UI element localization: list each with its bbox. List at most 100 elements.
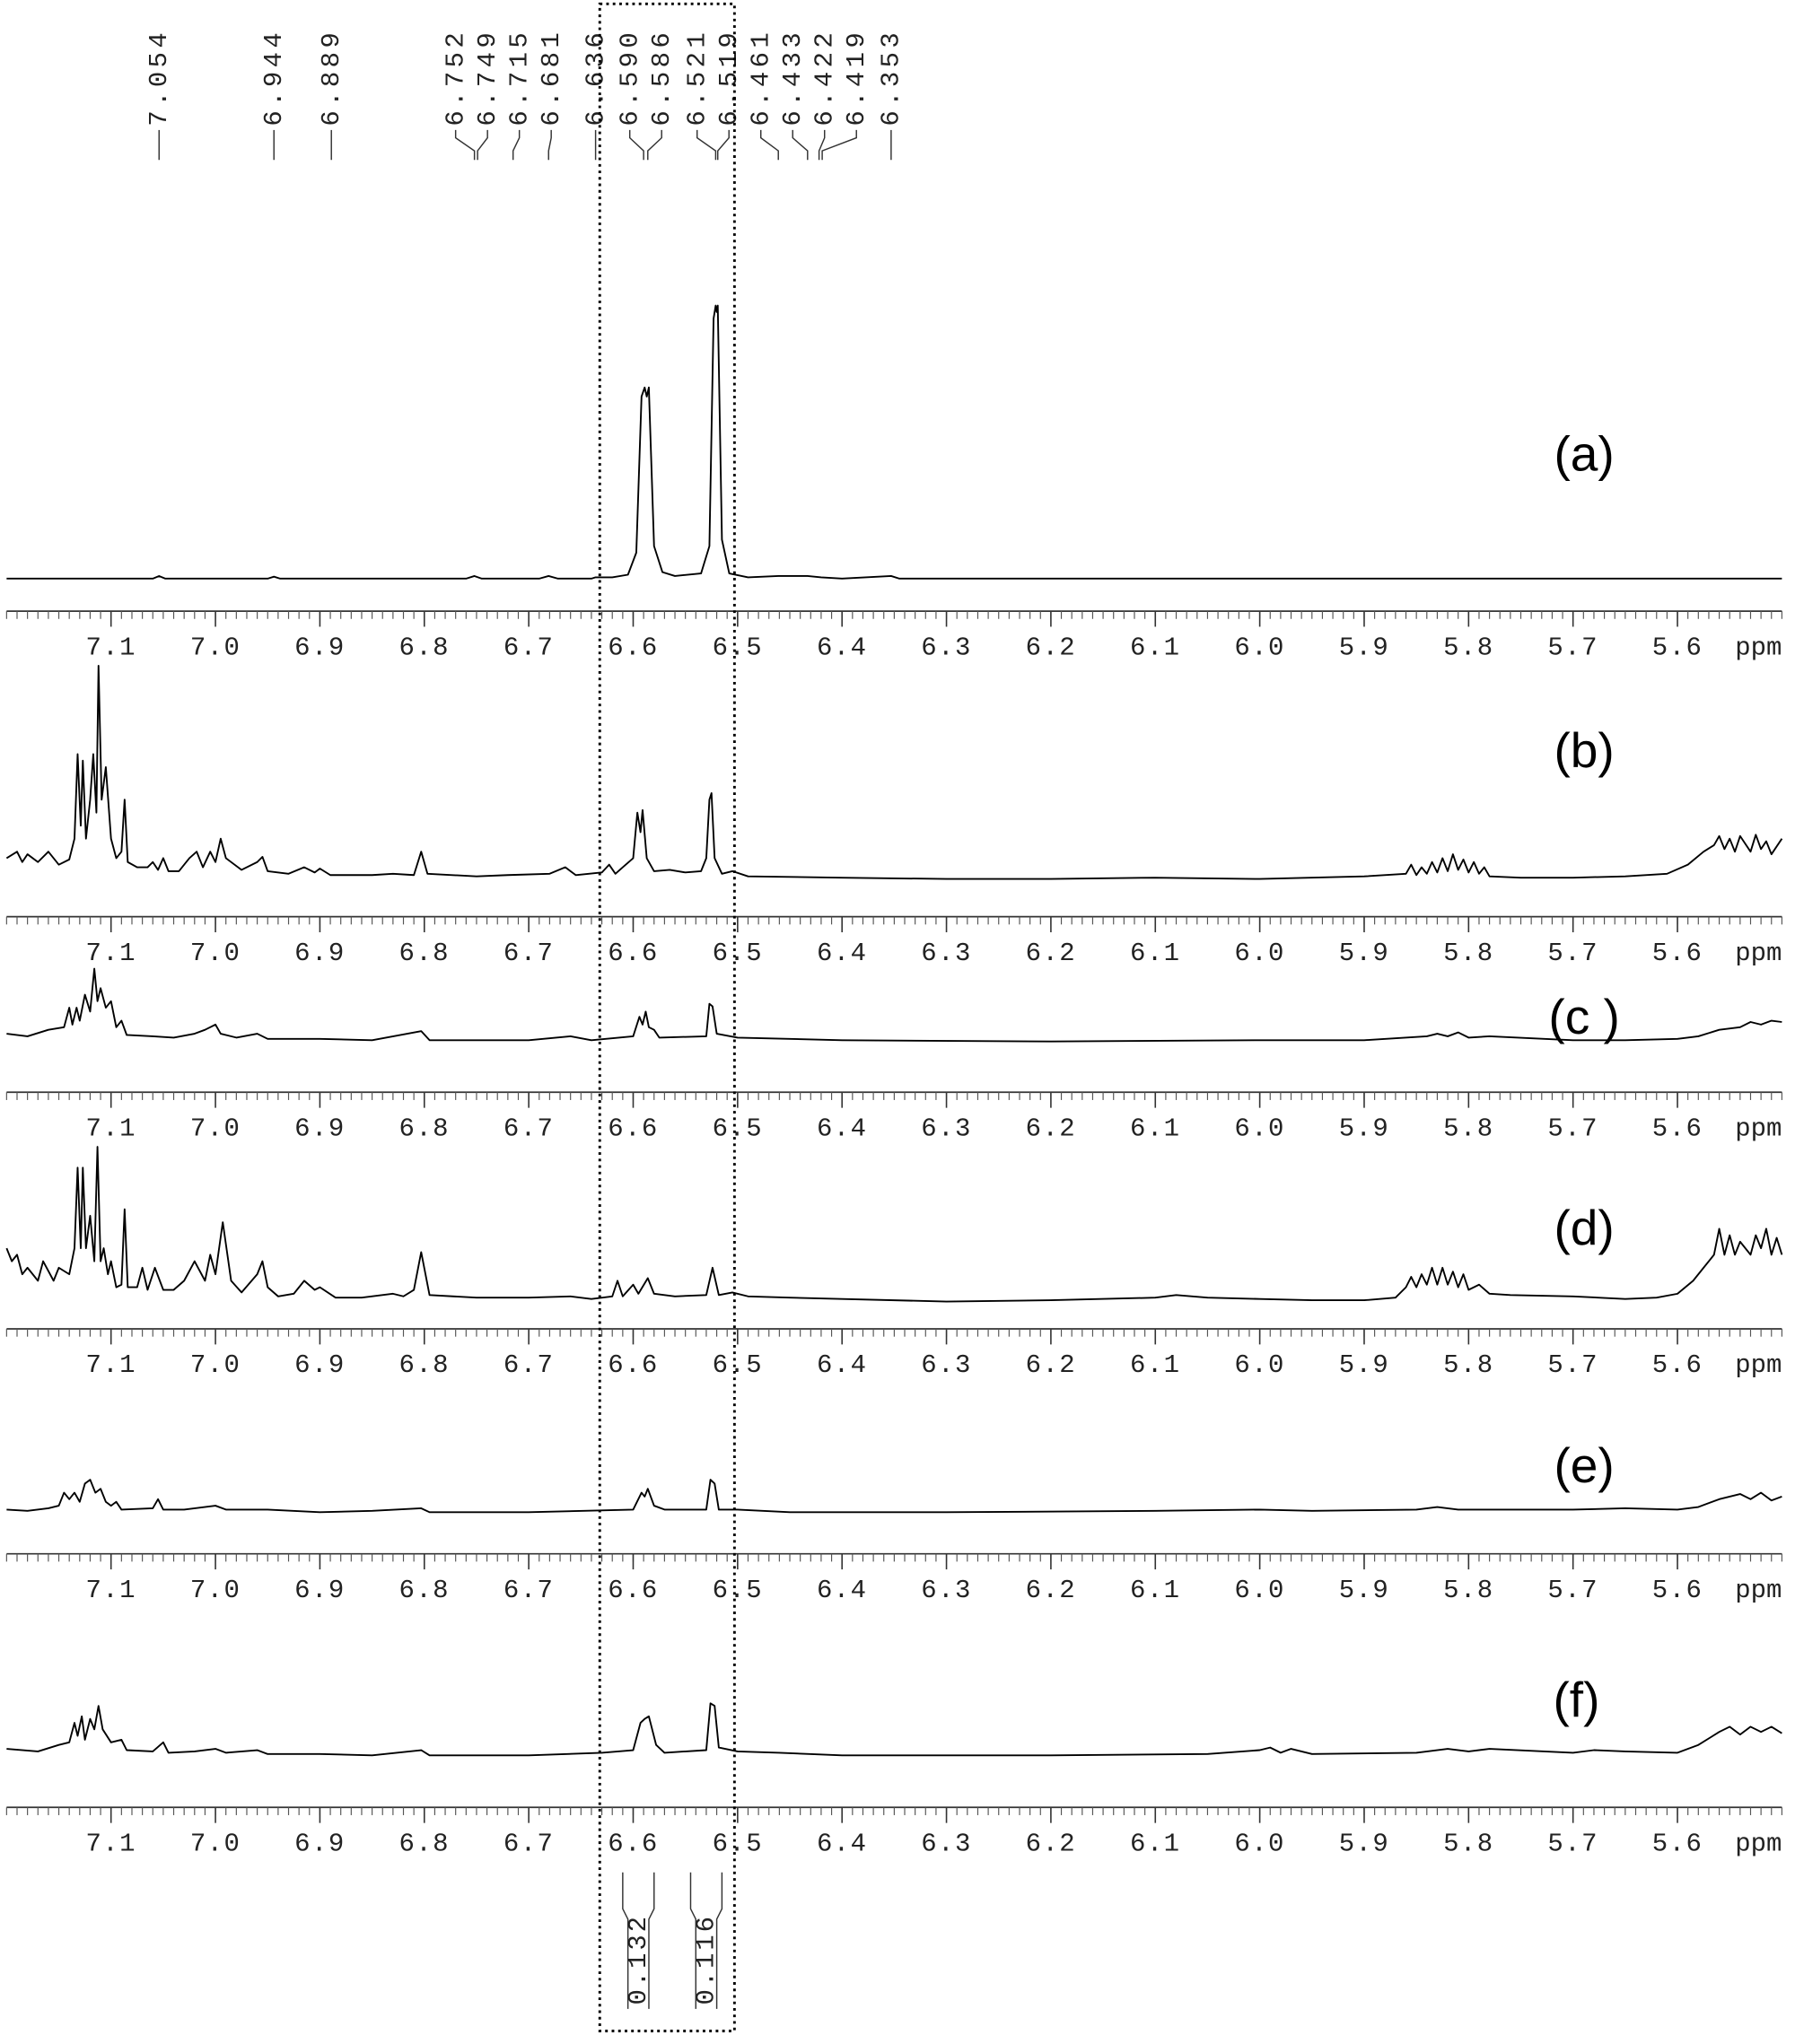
x-tick-label: 6.8 xyxy=(399,1576,451,1605)
x-tick-label: 7.1 xyxy=(85,633,136,662)
peak-connector xyxy=(628,129,644,161)
x-tick-label: 7.0 xyxy=(190,1576,241,1605)
integral-bracket xyxy=(622,1872,655,2009)
peak-label: 6.353 xyxy=(877,29,906,127)
peak-connector xyxy=(760,129,779,161)
peak-connector xyxy=(512,129,521,161)
x-tick-label: 5.7 xyxy=(1547,1114,1598,1143)
panel-label: (b) xyxy=(1554,722,1614,778)
peak-connector xyxy=(547,129,552,161)
peak-connector xyxy=(792,129,809,161)
x-tick-label: 5.8 xyxy=(1443,1114,1494,1143)
x-tick-label: 6.2 xyxy=(1026,939,1077,968)
x-tick-label: 5.8 xyxy=(1443,1576,1494,1605)
highlight-box xyxy=(598,2,736,2032)
x-tick-label: 5.6 xyxy=(1652,1114,1703,1143)
x-tick-label: 6.4 xyxy=(817,633,867,662)
panel-label: (a) xyxy=(1554,426,1614,482)
x-tick-label: 6.4 xyxy=(817,1576,867,1605)
peak-label: 6.752 xyxy=(441,29,470,127)
peak-connector xyxy=(696,129,717,161)
spectrum-line xyxy=(6,1702,1782,1757)
x-tick-label: 5.6 xyxy=(1652,633,1703,662)
x-tick-label: 6.9 xyxy=(294,1114,346,1143)
x-tick-label: 7.0 xyxy=(190,633,241,662)
x-axis-label: ppm xyxy=(1735,1576,1782,1605)
x-tick-label: 6.0 xyxy=(1234,1114,1285,1143)
x-tick-label: 7.1 xyxy=(85,1114,136,1143)
x-tick-label: 5.9 xyxy=(1339,1350,1390,1380)
x-tick-label: 5.6 xyxy=(1652,1576,1703,1605)
x-tick-label: 6.1 xyxy=(1130,939,1181,968)
x-tick-label: 6.5 xyxy=(713,1114,763,1143)
x-tick-label: 5.9 xyxy=(1339,939,1390,968)
integral-label: 0.132 xyxy=(624,1914,653,2005)
spectrum-line xyxy=(6,967,1782,1043)
x-tick-label: 5.7 xyxy=(1547,1829,1598,1858)
x-tick-label: 7.0 xyxy=(190,1829,241,1858)
x-axis-label: ppm xyxy=(1735,1114,1782,1143)
peak-label: 6.636 xyxy=(581,29,610,127)
x-axis-label: ppm xyxy=(1735,939,1782,968)
x-tick-label: 6.2 xyxy=(1026,1350,1077,1380)
x-tick-label: 5.6 xyxy=(1652,939,1703,968)
x-tick-label: 6.5 xyxy=(713,1576,763,1605)
x-tick-label: 6.8 xyxy=(399,1114,451,1143)
peak-label: 6.461 xyxy=(746,29,775,127)
peak-label: 6.519 xyxy=(714,29,744,127)
peak-label: 6.590 xyxy=(615,29,644,127)
x-tick-label: 6.6 xyxy=(608,1576,659,1605)
x-tick-label: 6.8 xyxy=(399,1829,451,1858)
x-axis-label: ppm xyxy=(1735,633,1782,662)
peak-label: 6.749 xyxy=(473,29,503,127)
peak-label: 6.521 xyxy=(682,29,712,127)
panel-label: (f) xyxy=(1553,1672,1599,1727)
x-tick-label: 6.3 xyxy=(921,939,972,968)
peak-label: 6.433 xyxy=(778,29,808,127)
peak-connector xyxy=(818,129,826,161)
x-tick-label: 6.1 xyxy=(1130,1829,1181,1858)
x-tick-label: 6.4 xyxy=(817,1829,867,1858)
x-tick-label: 6.7 xyxy=(503,1576,555,1605)
x-tick-label: 5.9 xyxy=(1339,633,1390,662)
x-tick-label: 7.0 xyxy=(190,939,241,968)
peak-label: 7.054 xyxy=(144,29,174,127)
panel-label: (e) xyxy=(1554,1437,1614,1493)
x-tick-label: 6.9 xyxy=(294,1576,346,1605)
spectrum-line xyxy=(5,665,1783,880)
x-tick-label: 6.7 xyxy=(503,1114,555,1143)
x-tick-label: 7.1 xyxy=(85,1350,136,1380)
integral-bracket xyxy=(689,1872,723,2009)
x-tick-label: 6.7 xyxy=(503,1829,555,1858)
x-tick-label: 7.1 xyxy=(85,1829,136,1858)
x-tick-label: 7.0 xyxy=(190,1114,241,1143)
x-tick-label: 7.1 xyxy=(85,939,136,968)
x-tick-label: 6.8 xyxy=(399,939,451,968)
peak-connector xyxy=(647,129,662,161)
x-tick-label: 6.5 xyxy=(713,1829,763,1858)
x-tick-label: 5.8 xyxy=(1443,1829,1494,1858)
x-tick-label: 7.1 xyxy=(85,1576,136,1605)
x-tick-label: 6.7 xyxy=(503,939,555,968)
x-tick-label: 5.7 xyxy=(1547,633,1598,662)
panel-label: (d) xyxy=(1554,1200,1614,1255)
x-tick-label: 6.9 xyxy=(294,633,346,662)
x-axis-label: ppm xyxy=(1735,1829,1782,1858)
x-tick-label: 6.8 xyxy=(399,633,451,662)
x-tick-label: 6.8 xyxy=(399,1350,451,1380)
x-tick-label: 6.6 xyxy=(608,939,659,968)
peak-label: 6.944 xyxy=(259,29,289,127)
x-tick-label: 6.6 xyxy=(608,633,659,662)
x-tick-label: 6.2 xyxy=(1026,1576,1077,1605)
x-tick-label: 5.7 xyxy=(1547,939,1598,968)
x-tick-label: 6.3 xyxy=(921,1829,972,1858)
x-tick-label: 5.8 xyxy=(1443,939,1494,968)
x-tick-label: 6.0 xyxy=(1234,939,1285,968)
x-tick-label: 5.9 xyxy=(1339,1829,1390,1858)
x-tick-label: 5.9 xyxy=(1339,1576,1390,1605)
x-tick-label: 6.7 xyxy=(503,633,555,662)
x-tick-label: 6.9 xyxy=(294,1350,346,1380)
x-tick-label: 6.2 xyxy=(1026,633,1077,662)
x-tick-label: 6.7 xyxy=(503,1350,555,1380)
panel-label: (c ) xyxy=(1548,989,1619,1044)
